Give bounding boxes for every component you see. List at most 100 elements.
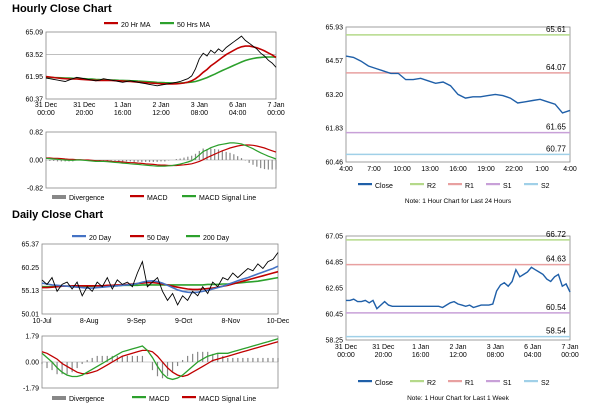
daily-price-panel bbox=[41, 243, 279, 315]
daily-pivot-legend-r2-label: R2 bbox=[427, 380, 436, 387]
hourly-pivot-xtick-8: 4:00 bbox=[563, 166, 577, 173]
hourly-pivot-legend-r2-swatch bbox=[410, 183, 424, 186]
hourly-pivot-xtick-7: 1:00 bbox=[535, 166, 549, 173]
hourly-macd-ytick-1: 0.00 bbox=[29, 158, 43, 165]
daily-pivot-xtick-1: 31 Dec 20:00 bbox=[372, 344, 395, 359]
daily-price-xtick-1: 8-Aug bbox=[80, 318, 99, 325]
hourly-legend-20hr-swatch bbox=[104, 22, 118, 25]
daily-legend-20day-label: 20 Day bbox=[89, 235, 112, 242]
daily-macd-line bbox=[41, 338, 279, 381]
hourly-price-xtick-5: 6 Jan 04:00 bbox=[229, 102, 247, 117]
daily-macd-ytick-1: 0.00 bbox=[25, 360, 39, 367]
daily-pivot-level-label-s2: 58.54 bbox=[546, 327, 567, 336]
daily-pivot-ytick-4: 58.25 bbox=[325, 338, 343, 345]
daily-pivot-xtick-3: 2 Jan 12:00 bbox=[449, 344, 467, 359]
hourly-legend-20hr-label: 20 Hr MA bbox=[121, 22, 151, 29]
daily-pivot-xtick-6: 7 Jan 00:00 bbox=[561, 344, 579, 359]
daily-price-ytick-3: 50.01 bbox=[21, 312, 39, 319]
daily-legend-macd-label: MACD bbox=[149, 396, 170, 403]
hourly-pivot-legend-s2-swatch bbox=[524, 183, 538, 186]
daily-pivot-note: Note: 1 Hour Chart for Last 1 Week bbox=[407, 395, 510, 402]
hourly-price-panel-frame bbox=[45, 31, 277, 100]
hourly-pivot-level-label-r1: 64.07 bbox=[546, 63, 567, 72]
daily-pivot-level-label-r2: 66.72 bbox=[546, 230, 567, 239]
hourly-pivot-level-label-r2: 65.61 bbox=[546, 25, 567, 34]
hourly-macd-ytick-2: -0.82 bbox=[27, 186, 43, 193]
daily-pivot-legend-r1-label: R1 bbox=[465, 380, 474, 387]
hourly-pivot-ytick-0: 65.93 bbox=[325, 25, 343, 32]
daily-legend-macd-swatch bbox=[132, 396, 146, 399]
hourly-pivot-legend-close_line-swatch bbox=[358, 183, 372, 186]
hourly-price-ytick-2: 61.95 bbox=[25, 74, 43, 81]
hourly-pivot-xtick-3: 13:00 bbox=[421, 166, 439, 173]
daily-pivot-legend-s2-label: S2 bbox=[541, 380, 550, 387]
hourly-pivot-legend-r2-label: R2 bbox=[427, 183, 436, 190]
daily-legend-50day-label: 50 Day bbox=[147, 235, 170, 242]
daily-price-panel-frame bbox=[41, 243, 279, 315]
daily-pivot-ytick-3: 60.45 bbox=[325, 312, 343, 319]
hourly-pivot-legend-r1-label: R1 bbox=[465, 183, 474, 190]
daily-macd-signal-line bbox=[41, 341, 279, 378]
hourly-pivot-note: Note: 1 Hour Chart for Last 24 Hours bbox=[405, 198, 512, 205]
hourly-pivot-legend-s1-label: S1 bbox=[503, 183, 512, 190]
daily-pivot-legend-close_line-label: Close bbox=[375, 380, 393, 387]
hourly-price-xtick-1: 31 Dec 20:00 bbox=[73, 102, 96, 117]
daily-legend-20day-swatch bbox=[72, 235, 86, 238]
daily-pivot-legend-s2-swatch bbox=[524, 380, 538, 383]
hourly-pivot-xtick-4: 16:00 bbox=[449, 166, 467, 173]
daily-legend-divergence-swatch bbox=[52, 396, 66, 400]
daily-price-xtick-5: 10-Dec bbox=[267, 318, 290, 325]
daily-price-ytick-0: 65.37 bbox=[21, 242, 39, 249]
daily-pivot-legend-s1-label: S1 bbox=[503, 380, 512, 387]
hourly-pivot-legend-s1-swatch bbox=[486, 183, 500, 186]
daily-pivot-legend-r2-swatch bbox=[410, 380, 424, 383]
daily-pivot-xtick-5: 6 Jan 04:00 bbox=[524, 344, 542, 359]
daily-legend-50day-swatch bbox=[130, 235, 144, 238]
hourly-pivot-ytick-2: 63.20 bbox=[325, 92, 343, 99]
hourly-pivot-xtick-5: 19:00 bbox=[477, 166, 495, 173]
daily-legend-200day-swatch bbox=[186, 235, 200, 238]
hourly-section-title: Hourly Close Chart bbox=[12, 3, 112, 15]
hourly-legend-signal-label: MACD Signal Line bbox=[199, 195, 256, 202]
hourly-pivot-legend-s2-label: S2 bbox=[541, 183, 550, 190]
daily-legend-divergence-label: Divergence bbox=[69, 396, 105, 403]
hourly-price-ytick-3: 60.37 bbox=[25, 97, 43, 104]
daily-pivot-xtick-2: 1 Jan 16:00 bbox=[412, 344, 430, 359]
daily-legend-200day-label: 200 Day bbox=[203, 235, 230, 242]
daily-section-title: Daily Close Chart bbox=[12, 209, 104, 221]
daily-pivot-ytick-1: 64.85 bbox=[325, 260, 343, 267]
hourly-price-xtick-2: 1 Jan 16:00 bbox=[114, 102, 132, 117]
hourly-price-xtick-4: 3 Jan 08:00 bbox=[191, 102, 209, 117]
daily-pivot-legend-close_line-swatch bbox=[358, 380, 372, 383]
daily-price-ytick-2: 55.13 bbox=[21, 288, 39, 295]
hourly-pivot-xtick-6: 22:00 bbox=[505, 166, 523, 173]
hourly-price-ytick-1: 63.52 bbox=[25, 52, 43, 59]
daily-pivot-legend-s1-swatch bbox=[486, 380, 500, 383]
hourly-legend-50hr-swatch bbox=[160, 22, 174, 25]
hourly-pivot-ytick-4: 60.46 bbox=[325, 160, 343, 167]
hourly-close-line bbox=[45, 35, 277, 87]
hourly-pivot-legend-r1-swatch bbox=[448, 183, 462, 186]
daily-legend-signal-label: MACD Signal Line bbox=[199, 396, 256, 403]
hourly-pivot-ytick-1: 64.57 bbox=[325, 58, 343, 65]
daily-macd-ytick-2: -1.79 bbox=[23, 386, 39, 393]
daily-pivot-level-label-r1: 64.63 bbox=[546, 255, 567, 264]
hourly-legend-divergence-swatch bbox=[52, 195, 66, 199]
hourly-legend-signal-swatch bbox=[182, 195, 196, 198]
daily-macd-ytick-0: 1.79 bbox=[25, 334, 39, 341]
daily-price-ytick-1: 60.25 bbox=[21, 265, 39, 272]
daily-pivot-xtick-0: 31 Dec 00:00 bbox=[335, 344, 358, 359]
hourly-pivot-ytick-3: 61.83 bbox=[325, 126, 343, 133]
hourly-legend-macd-swatch bbox=[130, 195, 144, 198]
hourly-legend-macd-label: MACD bbox=[147, 195, 168, 202]
daily-pivot-ytick-2: 62.65 bbox=[325, 286, 343, 293]
daily-price-xtick-0: 10-Jul bbox=[32, 318, 52, 325]
hourly-20hr-ma-line bbox=[45, 45, 277, 85]
hourly-pivot-xtick-0: 4:00 bbox=[339, 166, 353, 173]
hourly-macd-ytick-0: 0.82 bbox=[29, 130, 43, 137]
daily-price-xtick-3: 9-Oct bbox=[175, 318, 192, 325]
daily-pivot-legend-r1-swatch bbox=[448, 380, 462, 383]
daily-legend-signal-swatch bbox=[182, 396, 196, 399]
hourly-macd-line bbox=[45, 142, 277, 167]
daily-pivot-close-line bbox=[346, 266, 571, 310]
